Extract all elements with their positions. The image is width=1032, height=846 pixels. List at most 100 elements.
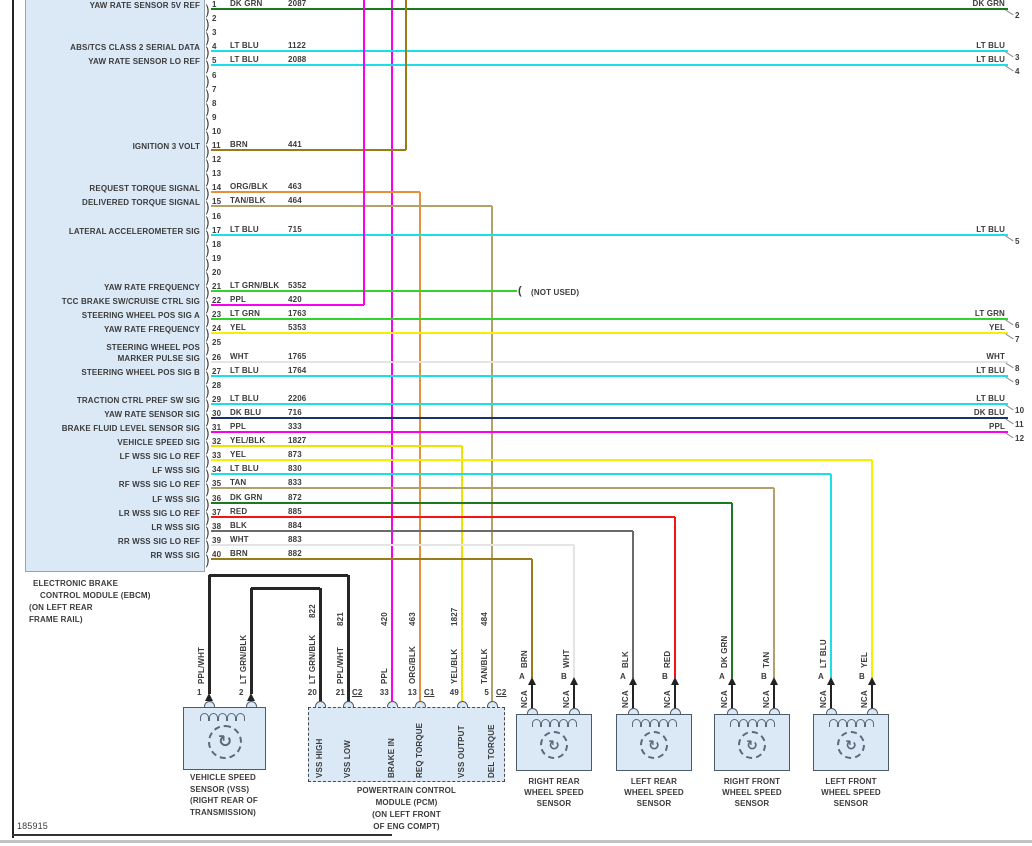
wire-color-label: LT BLU (230, 55, 259, 64)
sensor-pin-letter: A (620, 672, 626, 681)
wire-DK GRN (211, 8, 1008, 10)
pcm-wire-color-label: YEL/BLK (450, 648, 459, 684)
pin-signal-label: TRACTION CTRL PREF SW SIG (76, 396, 200, 405)
sensor-nca-label: NCA (621, 690, 630, 708)
wire-RED (211, 516, 675, 518)
ebcm-name-line: ELECTRONIC BRAKE (33, 579, 119, 588)
pin-signal-label: DELIVERED TORQUE SIGNAL (82, 198, 200, 207)
sensor-coil-icon (532, 719, 541, 727)
sensor-wire-color-label: BLK (621, 651, 630, 668)
edge-wire-color-label: PPL (988, 422, 1005, 431)
wire-circuit-label: 1763 (288, 309, 307, 318)
pin-number: 23 (212, 310, 222, 319)
wheel-sensor-name-line: RIGHT FRONT (723, 777, 781, 786)
pcm-wire-circuit-label: 821 (336, 612, 345, 626)
wire-circuit-label: 1765 (288, 352, 307, 361)
sensor-nca-label: NCA (860, 690, 869, 708)
pcm-connector-hump (386, 701, 398, 707)
sensor-connector-hump (526, 708, 538, 714)
wire-color-label: DK GRN (230, 493, 263, 502)
sensor-pin-letter: B (561, 672, 567, 681)
pin-signal-label: YAW RATE FREQUENCY (103, 325, 200, 334)
sensor-pin-letter: A (719, 672, 725, 681)
pin-terminal-arc: ) (205, 157, 210, 175)
pin-number: 15 (212, 197, 222, 206)
pin-terminal-arc: ) (205, 397, 210, 415)
pin-number: 13 (212, 169, 222, 178)
pin-number: 25 (212, 338, 222, 347)
wheel-sensor-name-line: LEFT FRONT (825, 777, 877, 786)
not-used-label: (NOT USED) (531, 288, 580, 297)
sensor-wire-color-label: TAN (762, 651, 771, 668)
wire-PPL (211, 304, 364, 306)
wheel-sensor-name-line: SENSOR (734, 799, 770, 808)
pin-terminal-arc: ) (205, 199, 210, 217)
vss-coil-icon (218, 713, 227, 721)
pin-terminal-arc: ) (205, 228, 210, 246)
edge-tick (1005, 51, 1014, 58)
sensor-coil-icon (550, 719, 559, 727)
wheel-sensor-name-line: SENSOR (833, 799, 869, 808)
wire-color-label: ORG/BLK (230, 182, 268, 191)
vss-coil-icon (200, 713, 209, 721)
wire-DK GRN (211, 502, 732, 504)
sensor-connector-hump (627, 708, 639, 714)
pin-signal-label: YAW RATE SENSOR LO REF (88, 57, 200, 66)
wire-black-sensor (871, 684, 873, 709)
pin-number: 39 (212, 536, 222, 545)
wire-color-label: DK GRN (230, 0, 263, 8)
wire-black-sensor (573, 684, 575, 709)
pin-terminal-arc: ) (205, 214, 210, 232)
sensor-coil-icon (559, 719, 568, 727)
sensor-connector-hump (866, 708, 878, 714)
sensor-pin-letter: A (818, 672, 824, 681)
sensor-coil-icon (641, 719, 650, 727)
wire-color-label: TAN/BLK (230, 196, 266, 205)
pcm-name-line: OF ENG COMPT) (373, 822, 440, 831)
pcm-connector-label: C2 (352, 688, 363, 697)
wire-color-label: YEL/BLK (230, 436, 266, 445)
pcm-wire-color-label: PPL/WHT (336, 646, 345, 684)
wire-BRN (211, 149, 406, 151)
pin-terminal-arc: ) (205, 270, 210, 288)
wire-circuit-label: 1122 (288, 41, 306, 50)
pcm-wire-circuit-label: 420 (380, 612, 389, 626)
wire-color-label: TAN (230, 478, 247, 487)
wire-circuit-label: 420 (288, 295, 302, 304)
wire-WHT-down (573, 545, 575, 678)
edge-tick (1005, 319, 1014, 326)
wire-RED-down (674, 517, 676, 678)
wire-black-sensor (632, 684, 634, 709)
sensor-coil-icon (748, 719, 757, 727)
edge-wire-color-label: LT GRN (974, 309, 1005, 318)
pcm-wire-color-label: LT GRN/BLK (308, 634, 317, 684)
wire-black-vss (207, 575, 211, 694)
wire-LT BLU (211, 473, 831, 475)
wire-circuit-label: 884 (288, 521, 302, 530)
sensor-coil-icon (856, 719, 865, 727)
vss-wire-color-label: LT GRN/BLK (239, 634, 248, 684)
wire-LT BLU (211, 50, 1008, 52)
wire-color-label: PPL (230, 295, 247, 304)
wire-black-pcm (318, 588, 322, 702)
pin-signal-label: LR WSS SIG (151, 523, 200, 532)
sensor-coil-icon (659, 719, 668, 727)
wire-color-label: YEL (230, 450, 247, 459)
sensor-connector-arrow (868, 677, 876, 685)
pin-terminal-arc: ) (205, 143, 210, 161)
pcm-wire-color-label: PPL (380, 667, 389, 684)
wire-color-label: DK BLU (230, 408, 262, 417)
pin-terminal-arc: ) (205, 369, 210, 387)
sensor-nca-label: NCA (819, 690, 828, 708)
wire-color-label: LT BLU (230, 394, 259, 403)
pcm-connector-hump (314, 701, 326, 707)
pin-number: 34 (212, 465, 222, 474)
wheel-sensor-name-line: WHEEL SPEED (524, 788, 584, 797)
pcm-signal-label: VSS LOW (343, 740, 352, 778)
pcm-wire-circuit-label: 484 (480, 612, 489, 626)
pin-signal-label: VEHICLE SPEED SIG (117, 438, 200, 447)
pin-number: 21 (212, 282, 222, 291)
pin-number: 14 (212, 183, 222, 192)
wire-LT BLU (211, 234, 1008, 236)
wire-TAN/BLK-down (491, 206, 493, 702)
